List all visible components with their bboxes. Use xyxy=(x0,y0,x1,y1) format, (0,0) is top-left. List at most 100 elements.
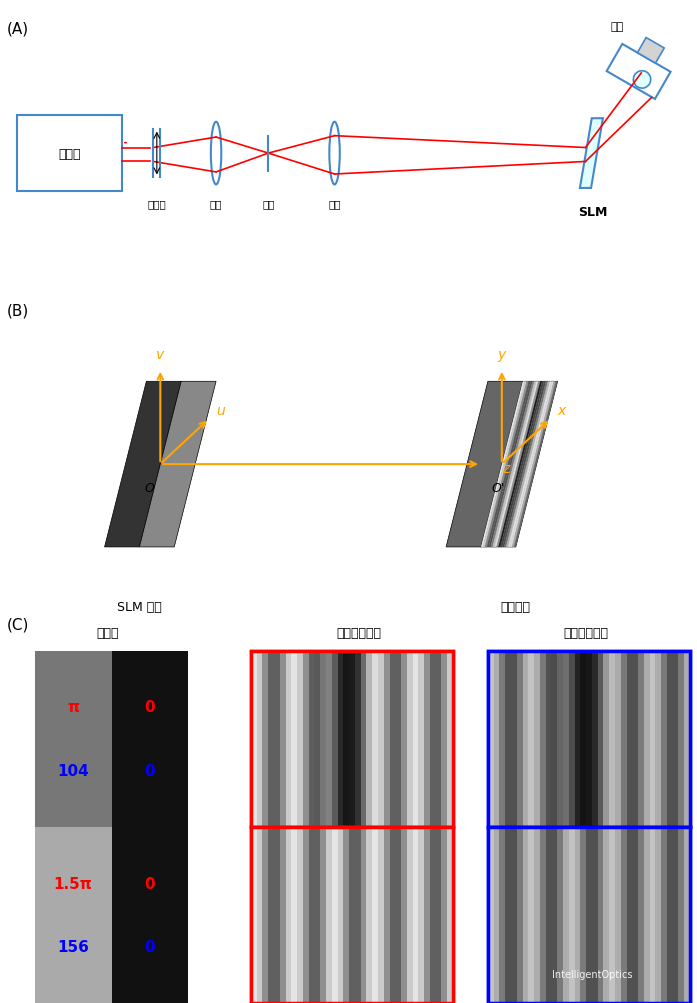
FancyBboxPatch shape xyxy=(650,826,655,1003)
FancyBboxPatch shape xyxy=(638,826,644,1003)
Polygon shape xyxy=(485,382,528,548)
FancyBboxPatch shape xyxy=(569,651,574,826)
Text: z: z xyxy=(502,461,509,475)
FancyBboxPatch shape xyxy=(378,826,384,1003)
FancyBboxPatch shape xyxy=(500,651,505,826)
FancyBboxPatch shape xyxy=(604,826,609,1003)
FancyBboxPatch shape xyxy=(604,651,609,826)
Text: IntelligentOptics: IntelligentOptics xyxy=(552,969,633,979)
Polygon shape xyxy=(105,382,181,548)
FancyBboxPatch shape xyxy=(592,651,597,826)
FancyBboxPatch shape xyxy=(309,651,314,826)
FancyBboxPatch shape xyxy=(540,651,546,826)
FancyBboxPatch shape xyxy=(650,651,655,826)
FancyBboxPatch shape xyxy=(441,651,447,826)
FancyBboxPatch shape xyxy=(581,826,586,1003)
FancyBboxPatch shape xyxy=(447,651,453,826)
Polygon shape xyxy=(506,382,550,548)
FancyBboxPatch shape xyxy=(251,651,453,826)
Text: SLM 平面: SLM 平面 xyxy=(117,601,162,614)
FancyBboxPatch shape xyxy=(337,826,344,1003)
FancyBboxPatch shape xyxy=(286,651,291,826)
FancyBboxPatch shape xyxy=(644,651,650,826)
FancyBboxPatch shape xyxy=(314,651,320,826)
FancyBboxPatch shape xyxy=(268,826,274,1003)
Polygon shape xyxy=(481,382,558,548)
FancyBboxPatch shape xyxy=(609,651,615,826)
FancyBboxPatch shape xyxy=(407,651,413,826)
FancyBboxPatch shape xyxy=(418,826,424,1003)
Text: (C): (C) xyxy=(7,617,29,632)
FancyBboxPatch shape xyxy=(678,651,684,826)
FancyBboxPatch shape xyxy=(684,826,690,1003)
FancyBboxPatch shape xyxy=(500,826,505,1003)
FancyBboxPatch shape xyxy=(251,826,256,1003)
FancyBboxPatch shape xyxy=(661,826,667,1003)
FancyBboxPatch shape xyxy=(297,826,303,1003)
FancyBboxPatch shape xyxy=(621,826,627,1003)
FancyBboxPatch shape xyxy=(413,826,418,1003)
Polygon shape xyxy=(139,382,216,548)
Text: O': O' xyxy=(491,481,505,494)
FancyBboxPatch shape xyxy=(523,826,528,1003)
FancyBboxPatch shape xyxy=(638,651,644,826)
FancyBboxPatch shape xyxy=(344,826,349,1003)
FancyBboxPatch shape xyxy=(534,826,540,1003)
FancyBboxPatch shape xyxy=(332,826,337,1003)
FancyBboxPatch shape xyxy=(436,826,441,1003)
FancyBboxPatch shape xyxy=(493,826,500,1003)
FancyBboxPatch shape xyxy=(516,651,523,826)
FancyBboxPatch shape xyxy=(367,651,372,826)
Text: 针孔: 针孔 xyxy=(262,200,275,210)
FancyBboxPatch shape xyxy=(291,826,297,1003)
Text: 0: 0 xyxy=(144,939,155,954)
FancyBboxPatch shape xyxy=(112,651,188,826)
FancyBboxPatch shape xyxy=(546,826,551,1003)
Text: SLM: SLM xyxy=(578,207,607,219)
Polygon shape xyxy=(487,382,530,548)
FancyBboxPatch shape xyxy=(320,651,326,826)
Polygon shape xyxy=(493,382,536,548)
Polygon shape xyxy=(481,382,525,548)
FancyBboxPatch shape xyxy=(574,651,581,826)
Polygon shape xyxy=(494,382,538,548)
FancyBboxPatch shape xyxy=(551,651,557,826)
FancyBboxPatch shape xyxy=(430,826,436,1003)
FancyBboxPatch shape xyxy=(488,651,493,826)
Polygon shape xyxy=(489,382,533,548)
FancyBboxPatch shape xyxy=(609,826,615,1003)
Polygon shape xyxy=(512,382,556,548)
FancyBboxPatch shape xyxy=(581,651,586,826)
FancyBboxPatch shape xyxy=(286,826,291,1003)
Text: u: u xyxy=(216,404,225,418)
FancyBboxPatch shape xyxy=(516,826,523,1003)
Text: 相机平面: 相机平面 xyxy=(500,601,531,614)
Text: v: v xyxy=(156,347,164,361)
FancyBboxPatch shape xyxy=(655,651,661,826)
FancyBboxPatch shape xyxy=(563,826,569,1003)
FancyBboxPatch shape xyxy=(337,651,344,826)
FancyBboxPatch shape xyxy=(112,826,188,1003)
Text: 理论衍射图样: 理论衍射图样 xyxy=(337,627,381,640)
Text: 156: 156 xyxy=(57,939,89,954)
FancyBboxPatch shape xyxy=(586,651,592,826)
FancyBboxPatch shape xyxy=(563,651,569,826)
FancyBboxPatch shape xyxy=(505,651,511,826)
FancyBboxPatch shape xyxy=(372,826,378,1003)
FancyBboxPatch shape xyxy=(17,115,122,193)
FancyBboxPatch shape xyxy=(303,651,309,826)
FancyBboxPatch shape xyxy=(523,651,528,826)
FancyBboxPatch shape xyxy=(390,651,395,826)
FancyBboxPatch shape xyxy=(372,651,378,826)
FancyBboxPatch shape xyxy=(413,651,418,826)
Text: y: y xyxy=(498,347,506,361)
FancyBboxPatch shape xyxy=(632,826,638,1003)
FancyBboxPatch shape xyxy=(684,651,690,826)
FancyBboxPatch shape xyxy=(309,826,314,1003)
FancyBboxPatch shape xyxy=(557,651,563,826)
Polygon shape xyxy=(491,382,535,548)
Polygon shape xyxy=(483,382,527,548)
Text: (A): (A) xyxy=(7,22,29,37)
FancyBboxPatch shape xyxy=(303,826,309,1003)
FancyBboxPatch shape xyxy=(673,651,678,826)
